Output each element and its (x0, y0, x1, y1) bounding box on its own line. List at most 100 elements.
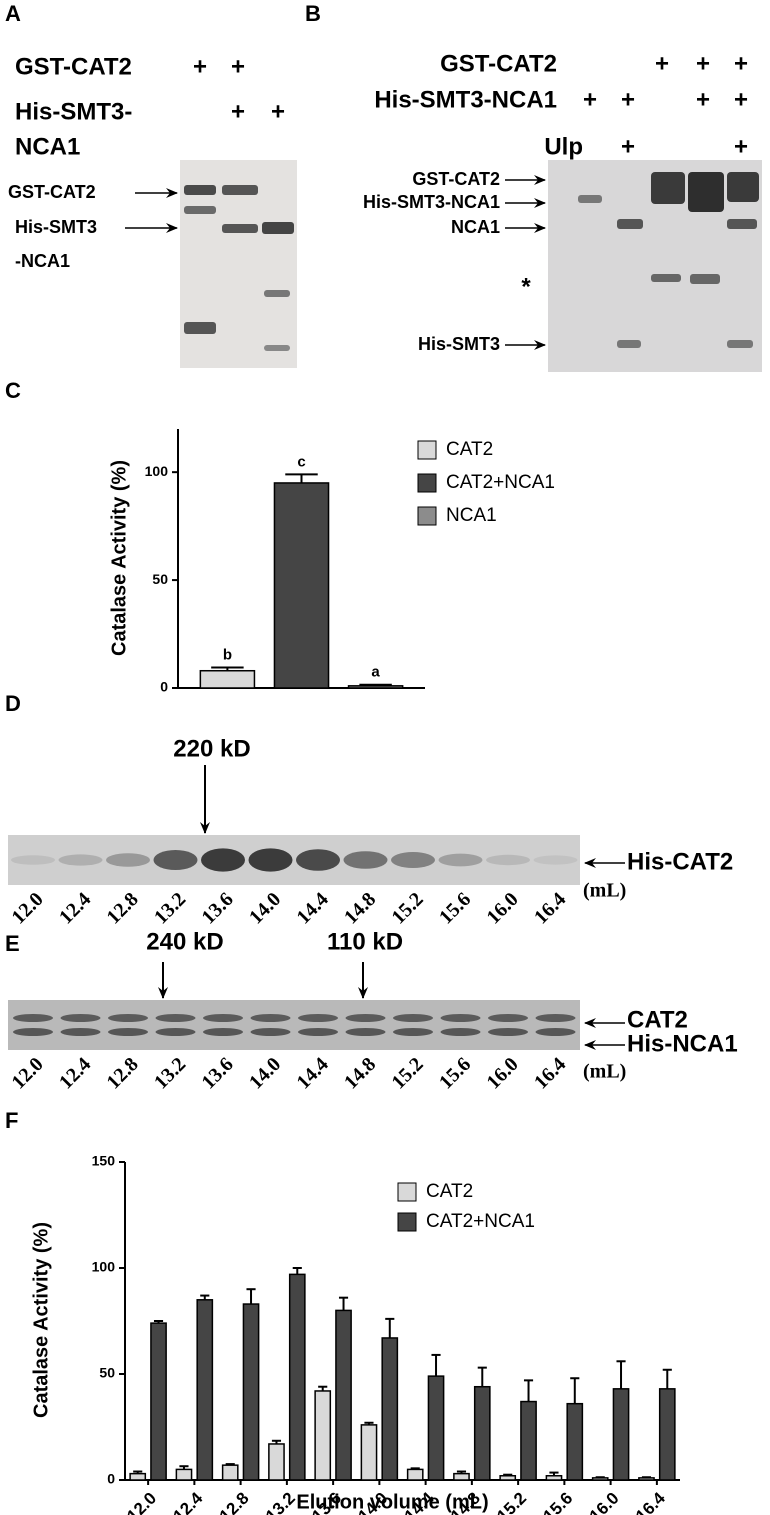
band-label: CAT2 (627, 1006, 688, 1033)
lane-label: 14.0 (245, 1053, 285, 1093)
y-tick-label: 0 (160, 679, 168, 695)
bar (453, 1472, 470, 1481)
lane-label: 12.0 (7, 1053, 47, 1093)
band (345, 1014, 386, 1022)
unit: (mL) (583, 880, 626, 902)
band (108, 1014, 148, 1022)
row-label: NCA1 (15, 133, 80, 160)
lane-label: 16.4 (530, 888, 570, 928)
lane-label: 16.4 (530, 1053, 570, 1093)
legend-label: CAT2 (426, 1181, 473, 1202)
band (488, 1014, 528, 1022)
band (440, 1014, 481, 1022)
panel-letter: C (5, 378, 21, 403)
bar (406, 1468, 424, 1481)
significance-letter: c (297, 453, 305, 470)
lane-label: 13.2 (150, 888, 190, 928)
band (250, 1014, 291, 1022)
significance-letter: a (371, 664, 380, 681)
bar (545, 1475, 563, 1481)
band (296, 849, 340, 871)
sign: + (734, 133, 748, 160)
band (250, 1028, 291, 1036)
bar (335, 1309, 352, 1481)
x-tick-label: 12.4 (170, 1488, 207, 1515)
bar (288, 1273, 306, 1481)
row-label: GST-CAT2 (440, 50, 557, 77)
band (60, 1014, 101, 1022)
panel-letter: E (5, 931, 20, 956)
band-label: His-NCA1 (627, 1030, 738, 1057)
y-tick-label: 150 (92, 1153, 116, 1169)
band-label: His-SMT3 (15, 217, 97, 237)
unit: (mL) (583, 1061, 626, 1083)
bar (199, 669, 256, 689)
x-tick-label: 13.2 (262, 1489, 299, 1515)
band (58, 854, 103, 866)
band (343, 851, 388, 869)
legend-swatch (397, 1212, 417, 1232)
bar (427, 1375, 445, 1481)
band-label: NCA1 (451, 217, 500, 237)
bar (242, 1303, 260, 1481)
band (393, 1028, 433, 1036)
x-tick-label: 12.0 (123, 1489, 160, 1515)
sign: + (193, 53, 207, 80)
x-tick-label: 15.2 (493, 1489, 530, 1515)
panel-letter: F (5, 1108, 18, 1133)
panel-letter: D (5, 691, 21, 716)
legend-swatch (417, 473, 437, 493)
legend-label: NCA1 (446, 505, 497, 526)
band (108, 1028, 148, 1036)
lane-label: 13.2 (150, 1053, 190, 1093)
lane-label: 12.4 (55, 888, 95, 928)
lane-label: 14.8 (340, 1053, 380, 1093)
band (60, 1028, 101, 1036)
band-label: * (521, 273, 531, 300)
row-label: Ulp (544, 133, 583, 160)
x-tick-label: 12.8 (216, 1489, 253, 1515)
band (298, 1028, 338, 1036)
sign: + (621, 86, 635, 113)
band (153, 850, 198, 870)
band (248, 848, 293, 872)
band (345, 1028, 386, 1036)
band (155, 1028, 196, 1036)
lane-label: 15.6 (435, 888, 475, 928)
y-tick-label: 0 (107, 1471, 115, 1487)
bar (129, 1472, 147, 1481)
band-label: His-CAT2 (627, 848, 733, 875)
bar (268, 1443, 285, 1481)
bar (273, 482, 330, 689)
significance-letter: b (223, 646, 232, 663)
legend-swatch (417, 506, 437, 526)
lane-label: 13.6 (197, 888, 237, 928)
y-tick-label: 100 (145, 463, 169, 479)
panel-letter: B (305, 1, 321, 26)
lane-label: 12.0 (7, 888, 47, 928)
bar (473, 1385, 491, 1481)
legend-swatch (417, 440, 437, 460)
bar (658, 1388, 676, 1481)
row-label: His-SMT3-NCA1 (374, 86, 557, 113)
bar (347, 685, 404, 689)
sign: + (271, 98, 285, 125)
band-label: His-SMT3 (418, 334, 500, 354)
marker-label: 110 kD (327, 928, 403, 955)
band-label: His-SMT3-NCA1 (363, 192, 500, 212)
band (393, 1014, 433, 1022)
legend-label: CAT2+NCA1 (426, 1211, 535, 1232)
marker-label: 240 kD (146, 928, 223, 955)
band (106, 853, 150, 867)
legend-swatch (397, 1182, 417, 1202)
band (391, 852, 435, 868)
sign: + (734, 86, 748, 113)
lane-label: 15.2 (387, 1053, 427, 1093)
y-axis-title: Catalase Activity (%) (30, 1222, 52, 1418)
gel-e (8, 1000, 580, 1050)
band-label: GST-CAT2 (412, 169, 500, 189)
band (535, 1028, 576, 1036)
bar (566, 1402, 584, 1481)
row-label: GST-CAT2 (15, 53, 132, 80)
bar (175, 1468, 193, 1481)
